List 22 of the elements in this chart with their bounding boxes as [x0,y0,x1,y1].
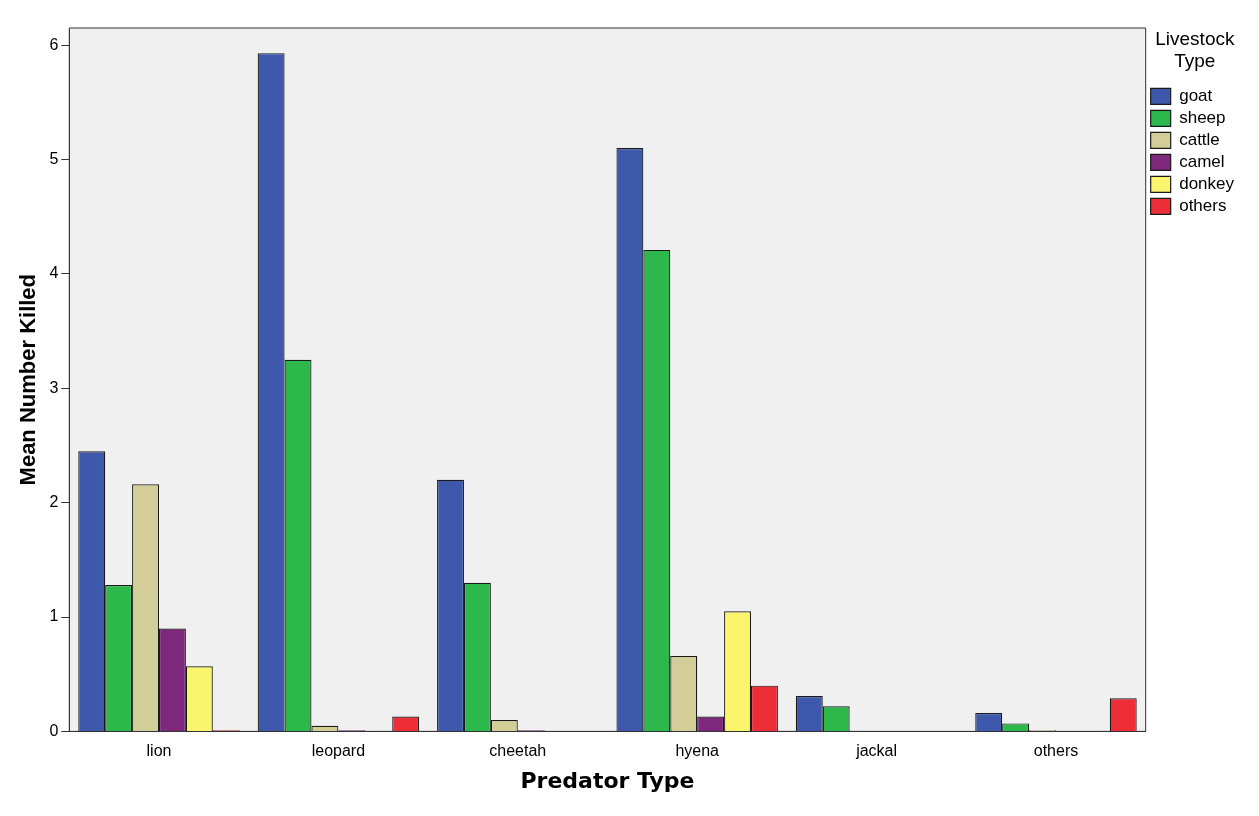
legend-label: goat [1179,85,1213,105]
y-tick-label: 2 [49,493,59,511]
legend-label: others [1179,195,1227,215]
y-tick-label: 4 [49,264,59,282]
legend-label: camel [1179,151,1225,171]
x-tick-label: others [1033,742,1079,760]
y-tick-label: 6 [49,35,59,53]
x-tick-label: hyena [675,742,720,760]
x-axis-title: Predator Type [520,767,695,793]
legend-label: sheep [1179,107,1226,127]
x-tick-label: lion [146,742,172,760]
x-tick-label: cheetah [489,742,547,760]
y-tick-label: 0 [49,721,59,739]
legend-label: donkey [1179,173,1235,193]
legend-label: cattle [1179,129,1220,149]
y-tick-label: 3 [49,378,59,396]
x-tick-label: leopard [311,742,366,760]
y-axis-title: Mean Number Killed [15,273,41,486]
y-tick-label: 5 [49,149,59,167]
y-tick-label: 1 [49,607,59,625]
legend-title: Livestock Type [1155,27,1235,71]
x-tick-label: jackal [855,742,898,760]
